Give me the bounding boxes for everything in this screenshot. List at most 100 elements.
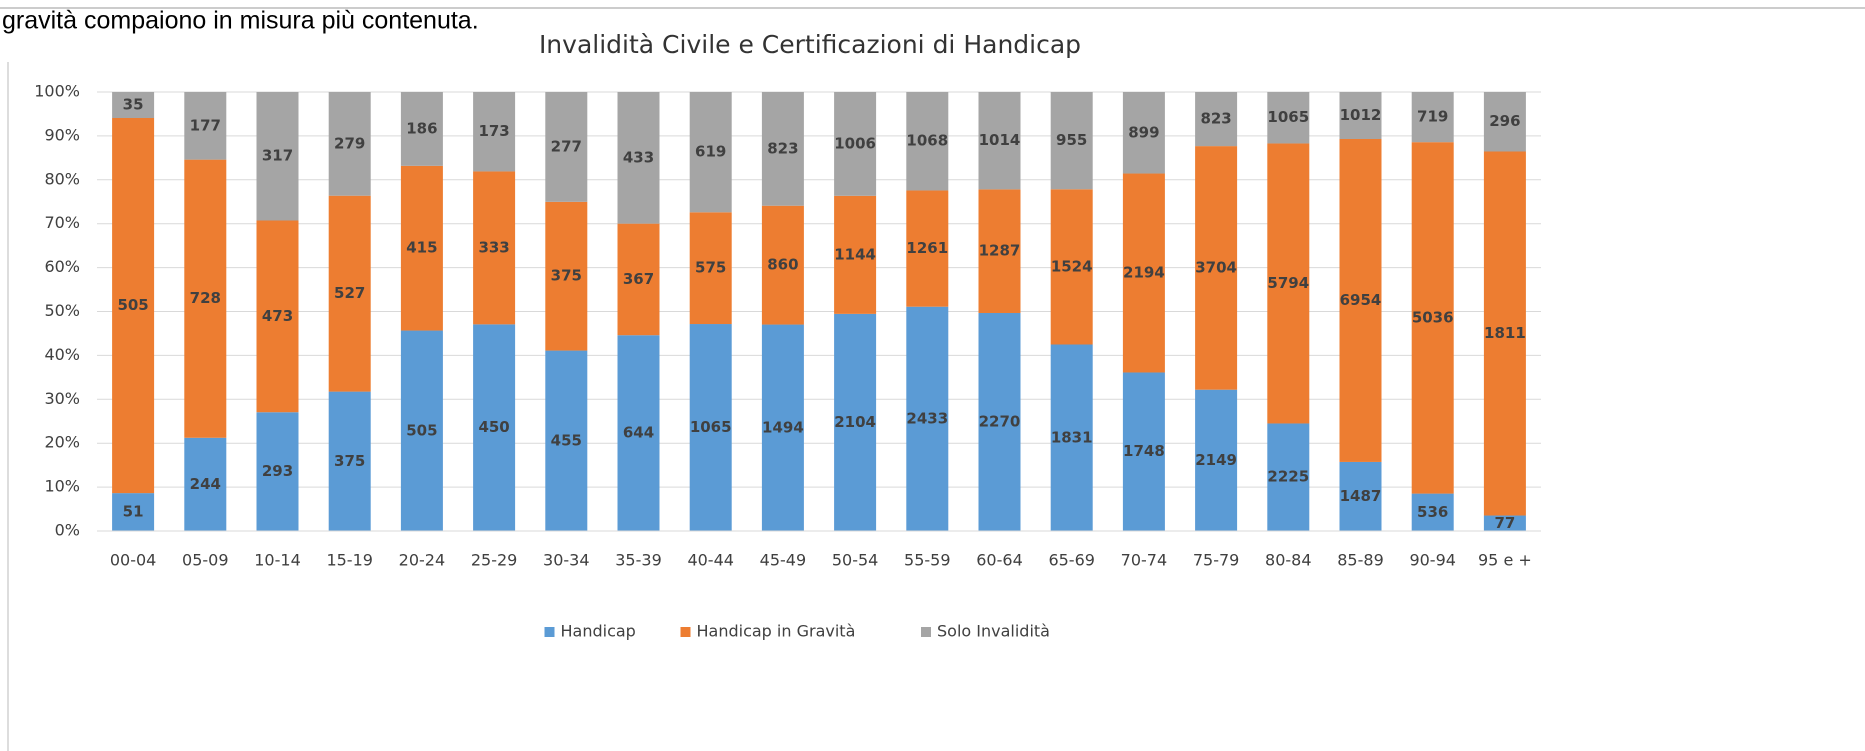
y-tick-label: 40% — [44, 345, 80, 364]
data-label: 1494 — [762, 418, 804, 436]
y-tick-label: 80% — [44, 169, 80, 188]
bar-segment — [545, 350, 588, 531]
bar-segment — [1411, 92, 1454, 143]
data-label: 433 — [623, 148, 654, 166]
bar-segment — [328, 92, 371, 196]
x-tick-label: 75-79 — [1193, 551, 1240, 570]
data-label: 505 — [117, 296, 148, 314]
y-tick-label: 50% — [44, 301, 80, 320]
x-tick-label: 80-84 — [1265, 551, 1312, 570]
x-tick-label: 25-29 — [471, 551, 518, 570]
bar-segment — [1483, 151, 1526, 516]
bar-segment — [689, 92, 732, 213]
x-tick-label: 40-44 — [687, 551, 734, 570]
data-label: 6954 — [1340, 291, 1382, 309]
bar-segment — [906, 92, 949, 191]
data-label: 860 — [767, 256, 798, 274]
bar-segment — [978, 92, 1021, 190]
bar-segment — [834, 92, 877, 196]
x-tick-label: 10-14 — [254, 551, 301, 570]
x-tick-label: 95 e + — [1478, 551, 1532, 570]
data-label: 317 — [262, 147, 293, 165]
data-label: 1748 — [1123, 442, 1165, 460]
bar-segment — [761, 324, 804, 531]
bar-segment — [400, 330, 443, 531]
x-tick-label: 05-09 — [182, 551, 229, 570]
bar-segment — [112, 493, 155, 531]
bar-segment — [617, 223, 660, 336]
data-label: 955 — [1056, 131, 1087, 149]
data-label: 2225 — [1267, 468, 1309, 486]
data-label: 415 — [406, 239, 437, 257]
data-label: 1068 — [906, 132, 948, 150]
x-tick-label: 00-04 — [110, 551, 157, 570]
data-label: 527 — [334, 284, 365, 302]
bar-segment — [1122, 372, 1165, 531]
data-label: 177 — [190, 116, 221, 134]
x-tick-label: 45-49 — [760, 551, 807, 570]
data-label: 3704 — [1195, 258, 1237, 276]
legend-swatch — [680, 627, 691, 637]
x-tick-label: 15-19 — [326, 551, 373, 570]
bar-segment — [256, 412, 299, 531]
bar-segment — [1339, 138, 1382, 462]
data-label: 575 — [695, 259, 726, 277]
bar-segment — [978, 189, 1021, 313]
data-label: 293 — [262, 462, 293, 480]
bar-segment — [256, 220, 299, 413]
data-label: 1065 — [690, 418, 732, 436]
data-label: 505 — [406, 421, 437, 439]
bar-segment — [689, 212, 732, 325]
bar-segment — [328, 391, 371, 531]
data-label: 277 — [551, 137, 582, 155]
y-tick-label: 70% — [44, 213, 80, 232]
bar-segment — [473, 324, 516, 531]
bar-segment — [328, 195, 371, 392]
bar-segment — [1122, 92, 1165, 174]
data-label: 823 — [767, 139, 798, 157]
chart-title: Invalidità Civile e Certificazioni di Ha… — [539, 30, 1081, 59]
y-tick-label: 100% — [34, 82, 80, 101]
x-tick-label: 35-39 — [615, 551, 662, 570]
data-label: 1811 — [1484, 324, 1526, 342]
x-tick-label: 20-24 — [399, 551, 446, 570]
x-tick-label: 55-59 — [904, 551, 951, 570]
bar-segment — [689, 324, 732, 531]
data-label: 473 — [262, 307, 293, 325]
data-label: 2270 — [979, 412, 1021, 430]
bar-segment — [834, 313, 877, 531]
bar-segment — [184, 437, 227, 531]
y-tick-label: 20% — [44, 433, 80, 452]
legend-label: Solo Invalidità — [937, 622, 1050, 641]
data-label: 1524 — [1051, 257, 1093, 275]
legend-swatch — [921, 627, 931, 637]
x-tick-label: 60-64 — [976, 551, 1023, 570]
bar-segment — [1483, 92, 1526, 152]
data-label: 1487 — [1340, 487, 1382, 505]
data-label: 1006 — [834, 134, 876, 152]
bar-segment — [1411, 493, 1454, 531]
data-label: 375 — [334, 452, 365, 470]
data-label: 244 — [190, 475, 221, 493]
data-label: 455 — [551, 431, 582, 449]
data-label: 51 — [123, 503, 144, 521]
data-label: 823 — [1200, 110, 1231, 128]
bar-segment — [1339, 92, 1382, 139]
data-label: 367 — [623, 270, 654, 288]
bar-segment — [1050, 92, 1093, 190]
data-label: 1012 — [1340, 106, 1382, 124]
data-label: 536 — [1417, 503, 1448, 521]
bar-segment — [906, 190, 949, 307]
x-tick-label: 30-34 — [543, 551, 590, 570]
data-label: 173 — [478, 122, 509, 140]
bar-segment — [1267, 92, 1310, 144]
bar-segment — [545, 201, 588, 351]
bar-segment — [834, 195, 877, 314]
bar-segment — [184, 92, 227, 160]
x-tick-label: 70-74 — [1121, 551, 1168, 570]
bar-segment — [617, 335, 660, 531]
data-label: 2149 — [1195, 451, 1237, 469]
data-label: 279 — [334, 134, 365, 152]
